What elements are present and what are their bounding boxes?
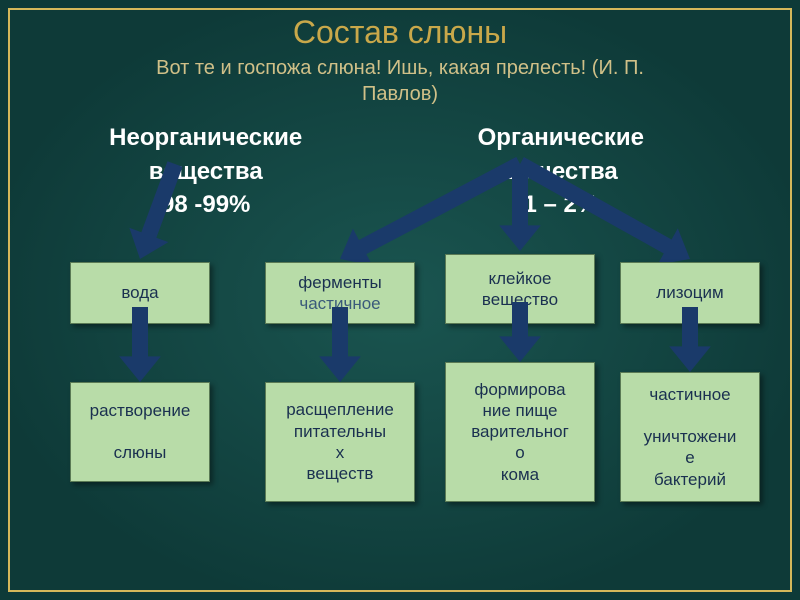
box-dissolve: растворение слюны (70, 382, 210, 482)
box-formation-3: варительног (471, 422, 569, 441)
box-destroy-1: частичное (649, 385, 730, 404)
box-split-3: х (336, 443, 345, 462)
box-water-label: вода (121, 282, 158, 303)
box-formation-4: о (515, 443, 524, 462)
subtitle-line1: Вот те и госпожа слюна! Ишь, какая преле… (156, 57, 644, 79)
box-dissolve-1: растворение (90, 401, 191, 420)
heading-organic-1: Органические (478, 124, 644, 151)
top-arrows (40, 154, 780, 264)
box-destroy-3: е (685, 448, 694, 467)
slide-subtitle: Вот те и госпожа слюна! Ишь, какая преле… (40, 55, 760, 107)
box-formation-5: кома (501, 465, 539, 484)
box-lysozyme-label: лизоцим (656, 282, 723, 303)
box-dissolve-2: слюны (114, 443, 167, 462)
box-split: расщепление питательны х веществ (265, 382, 415, 502)
heading-inorganic-1: Неорганические (109, 124, 302, 151)
slide-title: Состав слюны (40, 14, 760, 51)
box-split-2: питательны (294, 422, 386, 441)
box-formation: формирова ние пище варительног о кома (445, 362, 595, 502)
diagram-area: вода ферменты частичное клейкое веществ о… (40, 232, 760, 572)
box-enzymes-label: ферменты (298, 273, 381, 292)
subtitle-line2: Павлов) (362, 83, 438, 105)
box-split-4: веществ (307, 464, 374, 483)
box-destroy: частичное уничтожени е бактерий (620, 372, 760, 502)
box-formation-1: формирова (474, 380, 565, 399)
box-split-1: расщепление (286, 400, 394, 419)
box-formation-2: ние пище (482, 401, 557, 420)
box-sticky-1: клейкое (488, 269, 551, 288)
box-destroy-4: бактерий (654, 470, 726, 489)
box-destroy-2: уничтожени (644, 427, 737, 446)
